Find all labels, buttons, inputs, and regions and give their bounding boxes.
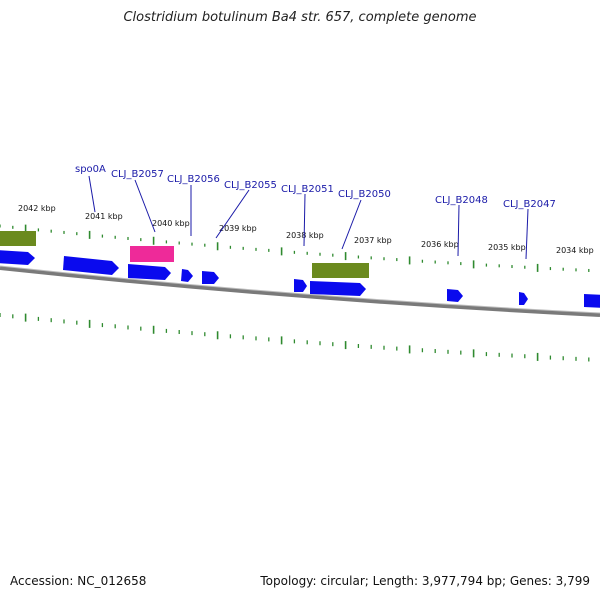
cds-arrow[interactable] [0, 250, 35, 265]
genome-backbone [0, 266, 600, 317]
accession-text: Accession: NC_012658 [10, 574, 147, 588]
gene-label-clj-b2048[interactable]: CLJ_B2048 [435, 195, 488, 206]
kbp-label: 2038 kbp [286, 231, 324, 240]
kbp-label: 2034 kbp [556, 246, 594, 255]
kbp-label: 2042 kbp [18, 204, 56, 213]
genome-summary-text: Topology: circular; Length: 3,977,794 bp… [260, 574, 590, 588]
feature-region[interactable] [312, 263, 369, 278]
cds-arrow[interactable] [519, 292, 528, 305]
gene-label-clj-b2050[interactable]: CLJ_B2050 [338, 189, 391, 200]
cds-arrow[interactable] [310, 281, 366, 296]
kbp-label: 2039 kbp [219, 224, 257, 233]
cds-arrow[interactable] [294, 279, 307, 292]
map-title: Clostridium botulinum Ba4 str. 657, comp… [123, 10, 477, 25]
cds-arrow[interactable] [584, 294, 600, 308]
kbp-label: 2040 kbp [152, 219, 190, 228]
gene-label-clj-b2051[interactable]: CLJ_B2051 [281, 184, 334, 195]
cds-arrow[interactable] [63, 256, 119, 275]
gene-label-spo0a[interactable]: spo0A [75, 164, 106, 175]
outer-tick-ring [0, 313, 590, 362]
kbp-label: 2037 kbp [354, 236, 392, 245]
gene-label-clj-b2057[interactable]: CLJ_B2057 [111, 169, 164, 180]
cds-arrow[interactable] [128, 264, 171, 280]
gene-label-clj-b2047[interactable]: CLJ_B2047 [503, 199, 556, 210]
gene-label-clj-b2056[interactable]: CLJ_B2056 [167, 174, 220, 185]
cds-arrow[interactable] [181, 269, 193, 282]
gene-leader-lines [88, 175, 529, 260]
inner-tick-ring [0, 224, 590, 272]
cds-arrow[interactable] [447, 289, 463, 302]
kbp-label: 2036 kbp [421, 240, 459, 249]
genome-backbone-highlight [0, 265, 600, 314]
gene-label-clj-b2055[interactable]: CLJ_B2055 [224, 180, 277, 191]
cds-arrow[interactable] [202, 271, 219, 284]
kbp-label: 2035 kbp [488, 243, 526, 252]
kbp-label: 2041 kbp [85, 212, 123, 221]
feature-region[interactable] [0, 231, 36, 246]
feature-highlight[interactable] [130, 246, 174, 262]
